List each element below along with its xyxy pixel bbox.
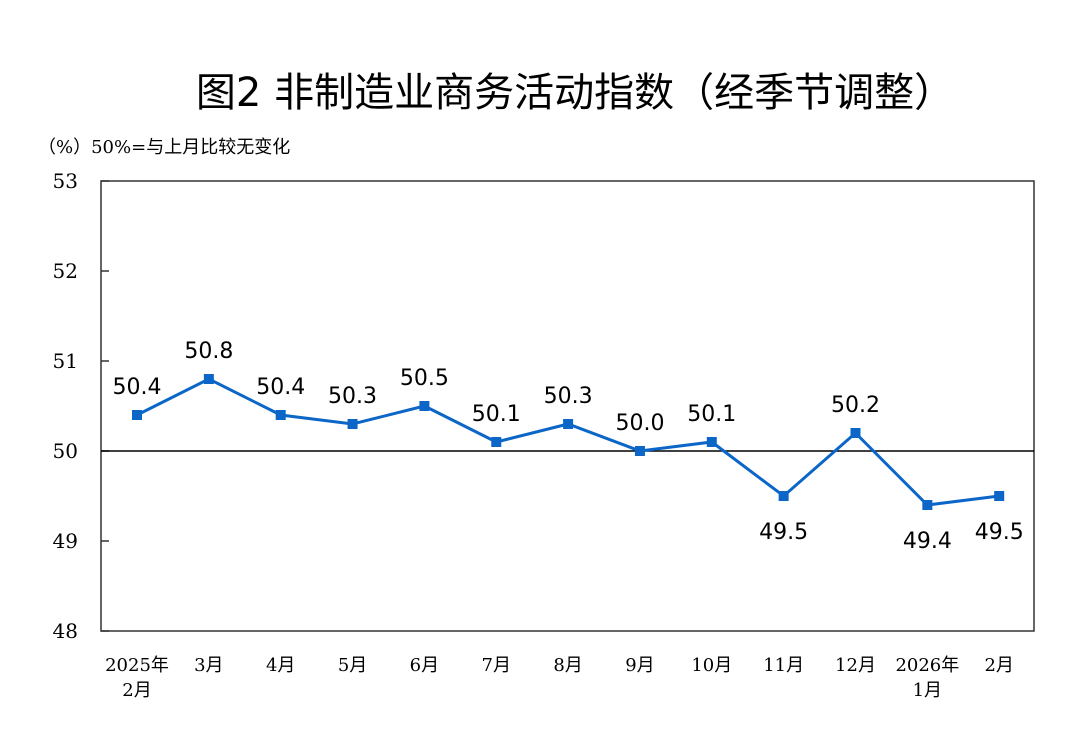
data-label: 50.3 — [328, 384, 377, 409]
x-tick-label: 12月 — [835, 655, 876, 676]
x-tick-label: 9月 — [625, 655, 654, 676]
x-tick-label: 5月 — [338, 655, 367, 676]
x-tick-label: 1月 — [913, 680, 942, 701]
data-point — [850, 428, 861, 438]
x-tick-label: 3月 — [194, 655, 223, 676]
data-label: 50.5 — [400, 366, 449, 391]
x-tick-label: 2026年 — [895, 655, 959, 676]
data-label: 49.4 — [903, 529, 952, 554]
data-label: 50.4 — [256, 375, 305, 400]
x-tick-label: 6月 — [410, 655, 439, 676]
y-tick-label: 50 — [53, 439, 78, 463]
data-label: 49.5 — [975, 520, 1024, 545]
data-label: 50.1 — [687, 402, 736, 427]
data-label: 50.4 — [113, 375, 162, 400]
data-point — [491, 437, 502, 447]
data-point — [419, 401, 430, 411]
x-tick-label: 10月 — [691, 655, 732, 676]
data-label: 50.0 — [615, 411, 664, 436]
data-point — [922, 500, 933, 510]
x-tick-label: 8月 — [553, 655, 582, 676]
data-label: 50.1 — [472, 402, 521, 427]
data-point — [994, 491, 1005, 501]
chart-title: 图2 非制造业商务活动指数（经季节调整） — [196, 70, 954, 116]
data-point — [347, 419, 358, 429]
y-tick-label: 49 — [53, 529, 78, 553]
data-point — [203, 374, 214, 384]
plot-frame — [100, 180, 1035, 632]
data-label: 50.2 — [831, 393, 880, 418]
x-tick-label: 11月 — [763, 655, 804, 676]
y-tick-label: 51 — [53, 349, 78, 373]
x-tick-label: 4月 — [266, 655, 295, 676]
data-point — [275, 410, 286, 420]
y-axis-label: （%）50%=与上月比较无变化 — [38, 137, 290, 158]
data-label: 49.5 — [759, 520, 808, 545]
y-tick-label: 48 — [53, 619, 78, 643]
x-tick-label: 7月 — [482, 655, 511, 676]
data-point — [563, 419, 574, 429]
x-tick-label: 2月 — [122, 680, 151, 701]
data-label: 50.8 — [184, 339, 233, 364]
y-tick-label: 52 — [53, 259, 78, 283]
y-tick-label: 53 — [53, 169, 78, 193]
x-tick-label: 2025年 — [105, 655, 169, 676]
data-point — [778, 491, 789, 501]
x-tick-label: 2月 — [984, 655, 1013, 676]
data-point — [132, 410, 142, 420]
data-point — [706, 437, 717, 447]
data-point — [634, 446, 645, 456]
data-label: 50.3 — [544, 384, 593, 409]
